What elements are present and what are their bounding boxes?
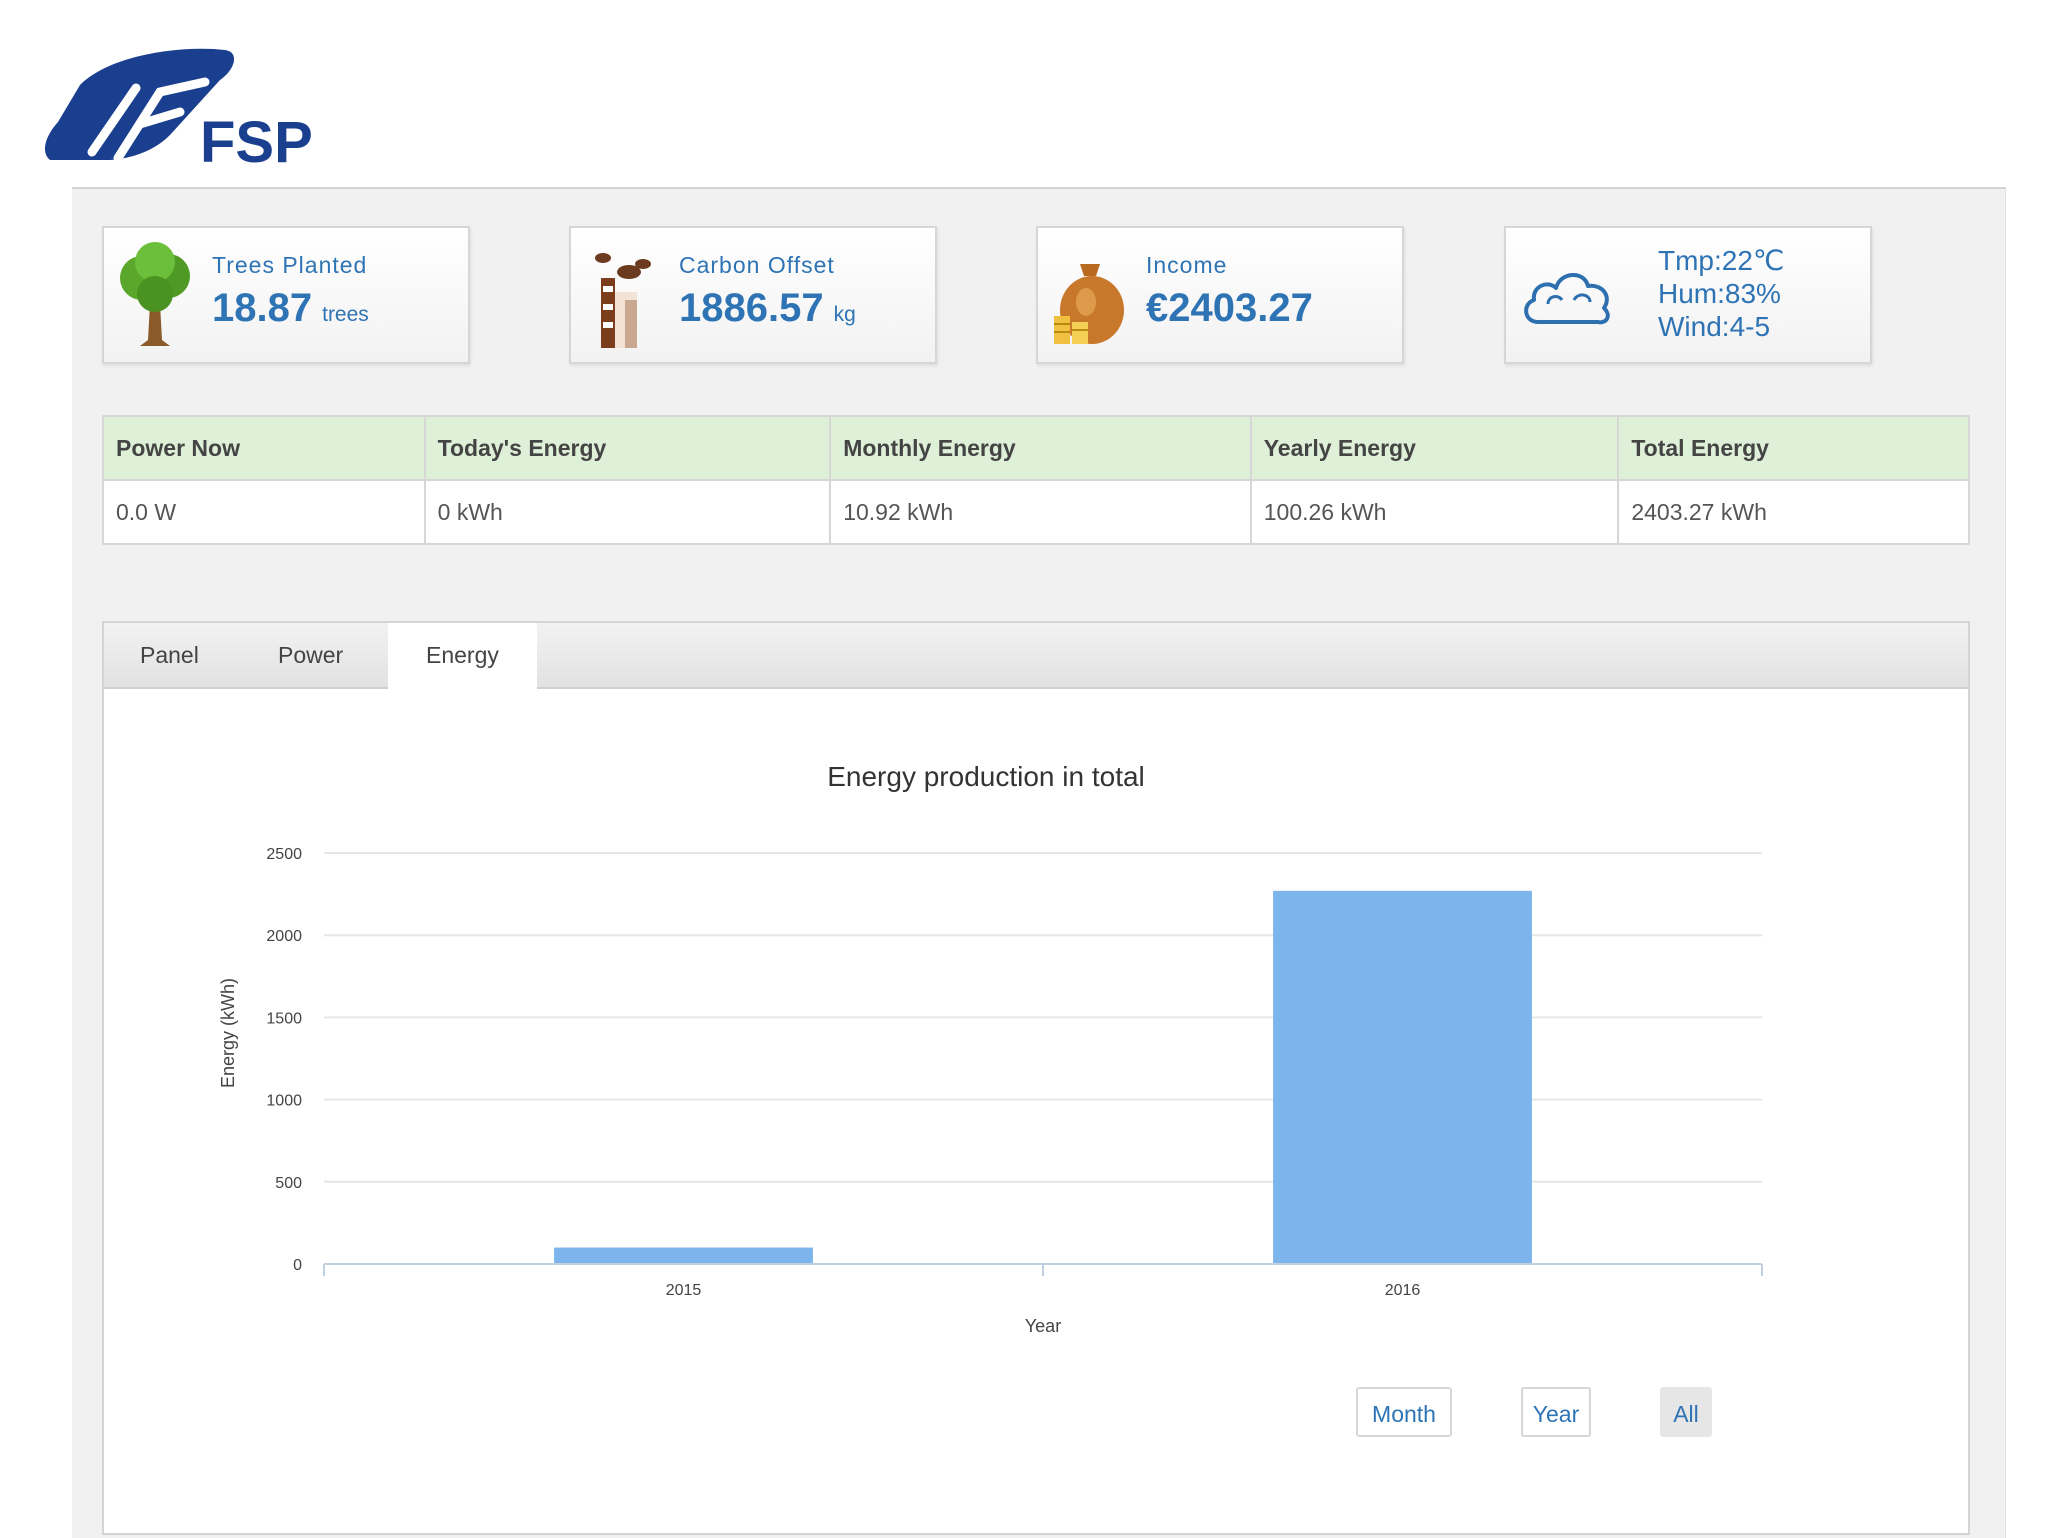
monthly-energy-value: 10.92 kWh: [829, 479, 1252, 545]
carbon-offset-value: 1886.57 kg: [679, 286, 856, 330]
energy-summary-table: Power Now Today's Energy Monthly Energy …: [102, 415, 1970, 545]
x-tick-label: 2016: [1385, 1282, 1421, 1299]
dashboard-content: Trees Planted 18.87 trees Carbon Offset 1…: [72, 187, 2006, 1538]
power-now-value: 0.0 W: [102, 479, 426, 545]
carbon-unit: kg: [833, 303, 856, 326]
header-monthly-energy: Monthly Energy: [829, 415, 1252, 481]
y-axis-ticks: 0 500 1000 1500 2000 2500: [266, 846, 302, 1274]
tab-energy[interactable]: Energy: [388, 623, 537, 689]
y-axis-label: Energy (kWh): [218, 978, 238, 1088]
y-tick-label: 2000: [266, 928, 302, 945]
income-value: €2403.27: [1146, 286, 1313, 330]
trees-planted-value: 18.87 trees: [212, 286, 369, 330]
fsp-logo: FSP: [40, 40, 340, 175]
range-all-button[interactable]: All: [1660, 1387, 1712, 1437]
energy-bar-chart: Energy production in total 0 500 1000 1500 2…: [218, 761, 1763, 1336]
todays-energy-value: 0 kWh: [423, 479, 832, 545]
bar-2016[interactable]: [1273, 890, 1532, 1264]
tab-bar: Panel Power Energy: [104, 623, 1968, 689]
weather-readings: Tmp:22℃ Hum:83% Wind:4-5: [1658, 244, 1784, 343]
humidity-text: Hum:83%: [1658, 278, 1781, 309]
range-month-button[interactable]: Month: [1356, 1387, 1452, 1437]
range-year-button[interactable]: Year: [1521, 1387, 1591, 1437]
temperature-text: Tmp:22℃: [1658, 245, 1785, 276]
total-energy-value: 2403.27 kWh: [1617, 479, 1970, 545]
x-axis-label: Year: [1025, 1316, 1061, 1336]
header-yearly-energy: Yearly Energy: [1249, 415, 1620, 481]
chart-gridlines: [324, 852, 1762, 1183]
y-tick-label: 500: [275, 1175, 302, 1192]
svg-text:FSP: FSP: [200, 110, 313, 170]
y-tick-label: 1000: [266, 1093, 302, 1110]
income-label: Income: [1146, 252, 1228, 278]
money-bag-icon: [1046, 242, 1132, 352]
x-axis-ticks: 2015 2016: [323, 1264, 1763, 1299]
trees-planted-card: Trees Planted 18.87 trees: [102, 226, 470, 364]
chart-title: Energy production in total: [827, 761, 1145, 792]
income-card: Income €2403.27: [1036, 226, 1404, 364]
table-header-row: Power Now Today's Energy Monthly Energy …: [102, 415, 1970, 481]
header-power-now: Power Now: [102, 415, 426, 481]
x-tick-label: 2015: [666, 1282, 702, 1299]
tree-icon: [112, 242, 198, 352]
wind-text: Wind:4-5: [1658, 311, 1771, 342]
chart-bars[interactable]: [554, 890, 1532, 1264]
header-total-energy: Total Energy: [1617, 415, 1970, 481]
yearly-energy-value: 100.26 kWh: [1249, 479, 1620, 545]
tab-panel[interactable]: Panel: [140, 642, 199, 668]
y-tick-label: 2500: [266, 846, 302, 863]
trees-planted-label: Trees Planted: [212, 252, 368, 278]
carbon-offset-label: Carbon Offset: [679, 252, 835, 278]
table-row: 0.0 W 0 kWh 10.92 kWh 100.26 kWh 2403.27…: [102, 479, 1970, 545]
header-todays-energy: Today's Energy: [423, 415, 832, 481]
tab-power[interactable]: Power: [278, 642, 344, 668]
carbon-offset-card: Carbon Offset 1886.57 kg: [569, 226, 937, 364]
bar-2015[interactable]: [554, 1247, 813, 1264]
weather-card: Tmp:22℃ Hum:83% Wind:4-5: [1504, 226, 1872, 364]
y-tick-label: 0: [293, 1257, 302, 1274]
factory-icon: [579, 242, 665, 352]
trees-unit: trees: [322, 303, 369, 326]
cloud-icon: [1518, 256, 1618, 336]
chart-panel: Panel Power Energy Energy production in …: [102, 621, 1970, 1535]
y-tick-label: 1500: [266, 1010, 302, 1027]
